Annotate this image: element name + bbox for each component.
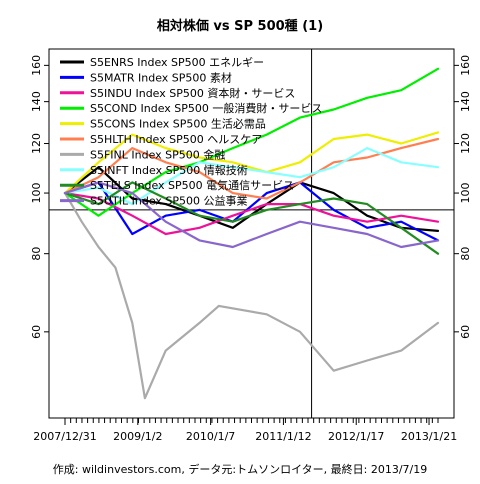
series-line-6	[63, 192, 440, 400]
series-line-9	[63, 181, 440, 249]
legend-label-4: S5CONS Index SP500 生活必需品	[90, 117, 266, 131]
legend-label-6: S5FINL Index SP500 金融	[90, 147, 225, 161]
y-tick-label-right: 100	[459, 183, 472, 204]
series-line-2	[63, 192, 440, 236]
chart-caption: 作成: wildinvestors.com, データ元:トムソンロイター, 最終…	[53, 462, 427, 476]
legend-label-5: S5HLTH Index SP500 ヘルスケア	[90, 133, 262, 146]
y-tick-label-left: 100	[30, 183, 43, 204]
legend-label-8: S5TELS Index SP500 電気通信サービス	[90, 178, 294, 192]
y-tick-label-left: 80	[30, 247, 43, 261]
legend-label-1: S5MATR Index SP500 素材	[90, 70, 232, 84]
series-line-4	[63, 131, 440, 195]
series-line-3	[63, 67, 440, 217]
x-tick-label: 2011/1/12	[255, 430, 311, 443]
legend-label-0: S5ENRS Index SP500 エネルギー	[90, 56, 264, 69]
series-lines	[63, 67, 440, 400]
legend-label-3: S5COND Index SP500 一般消費財・サービス	[90, 101, 322, 115]
legend-label-7: S5INFT Index SP500 情報技術	[90, 164, 248, 177]
x-tick-label: 2009/1/2	[113, 430, 162, 443]
chart-title: 相対株価 vs SP 500種 (1)	[157, 18, 323, 34]
series-line-5	[63, 137, 440, 200]
y-tick-label-left: 60	[30, 325, 43, 339]
y-tick-label-right: 80	[459, 247, 472, 261]
series-line-1	[63, 181, 440, 242]
x-tick-label: 2010/1/7	[186, 430, 235, 443]
legend-label-2: S5INDU Index SP500 資本財・サービス	[90, 86, 295, 100]
x-tick-label: 2013/1/21	[401, 430, 457, 443]
y-tick-label-left: 140	[30, 91, 43, 112]
y-tick-label-right: 60	[459, 325, 472, 339]
x-tick-label: 2012/1/17	[328, 430, 384, 443]
y-tick-label-right: 120	[459, 133, 472, 154]
y-tick-label-left: 120	[30, 133, 43, 154]
legend-label-9: S5UTIL Index SP500 公益事業	[90, 194, 248, 208]
y-tick-label-right: 160	[459, 55, 472, 76]
y-tick-label-left: 160	[30, 55, 43, 76]
y-tick-label-right: 140	[459, 91, 472, 112]
series-line-8	[63, 181, 440, 255]
x-tick-label: 2007/12/31	[33, 430, 96, 443]
series-line-7	[63, 147, 440, 206]
axes: 60 60 80 80 100 100 120 120 140 140 160 160 2007/12/…	[30, 55, 472, 443]
